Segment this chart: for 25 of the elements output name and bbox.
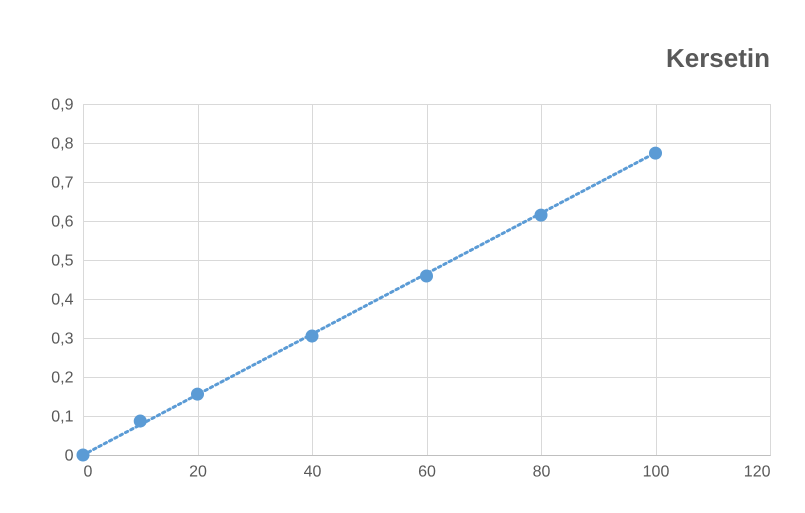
chart-title: Kersetin [666,43,770,73]
x-tick-label: 100 [642,464,670,480]
x-tick-label: 120 [744,464,771,480]
y-tick-label: 0,5 [51,252,74,270]
point [534,208,548,222]
point [134,414,147,428]
y-tick-label: 0,3 [51,330,74,348]
x-tick-label: 40 [304,464,322,480]
x-tick-label: 20 [189,464,207,480]
y-tick-label: 0,8 [51,136,74,152]
y-tick-label: 0 [64,448,74,464]
point [190,388,204,401]
point [648,146,662,160]
y-tick-label: 0,6 [51,214,74,230]
y-tick-label: 0,9 [51,96,74,114]
y-tick-label: 0,4 [51,292,74,308]
x-tick-label: 60 [418,464,436,480]
point [420,269,434,282]
point [305,330,319,343]
x-tick-label: 0 [84,464,92,480]
y-tick-label: 0,2 [51,370,74,386]
point [76,448,90,462]
y-tick-label: 0,1 [51,408,74,426]
y-tick-label: 0,7 [51,174,74,192]
x-tick-label: 80 [532,464,550,480]
